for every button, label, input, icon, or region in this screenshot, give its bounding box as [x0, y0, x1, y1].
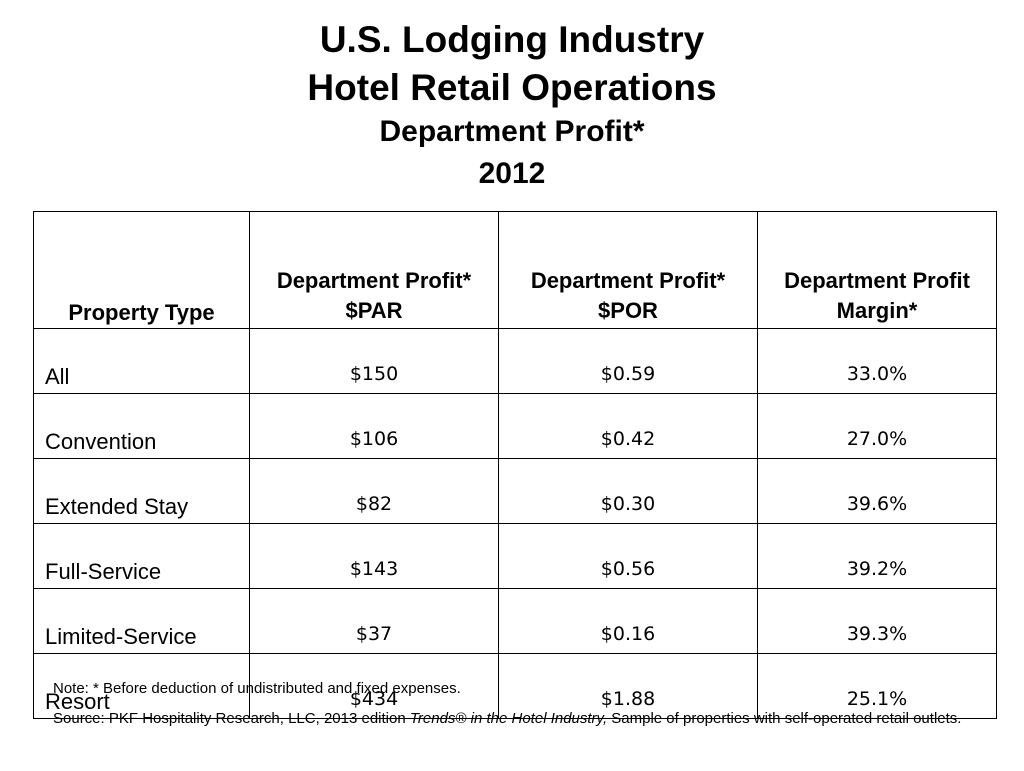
- row-margin: 27.0%: [757, 393, 997, 459]
- row-por: $0.16: [498, 588, 758, 654]
- row-property-type: All: [33, 328, 250, 394]
- row-property-type: Resort: [33, 653, 250, 719]
- row-por: $0.30: [498, 458, 758, 524]
- row-par: $143: [249, 523, 499, 589]
- table-header-row: Property Type Department Profit* $PAR De…: [33, 211, 997, 329]
- title-year: 2012: [478, 157, 546, 190]
- table-row: Extended Stay $82 $0.30 39.6%: [33, 458, 997, 524]
- row-par: $150: [249, 328, 499, 394]
- row-por: $0.42: [498, 393, 758, 459]
- row-par: $434: [249, 653, 499, 719]
- source-suffix: Sample of properties with self-operated …: [607, 710, 962, 727]
- row-margin: 39.6%: [757, 458, 997, 524]
- title-line-1: U.S. Lodging Industry: [319, 19, 705, 60]
- row-par: $106: [249, 393, 499, 459]
- source-prefix: Source: PKF Hospitality Research, LLC, 2…: [53, 710, 410, 727]
- table-row: All $150 $0.59 33.0%: [33, 328, 997, 394]
- title-line-3: Department Profit*: [379, 115, 645, 148]
- title-line-2: Hotel Retail Operations: [307, 67, 717, 108]
- table-row: Resort $434 $1.88 25.1%: [33, 653, 997, 719]
- row-margin: 39.2%: [757, 523, 997, 589]
- row-por: $0.59: [498, 328, 758, 394]
- row-par: $37: [249, 588, 499, 654]
- table-row: Convention $106 $0.42 27.0%: [33, 393, 997, 459]
- row-margin: 39.3%: [757, 588, 997, 654]
- header-por: Department Profit* $POR: [498, 211, 758, 329]
- row-property-type: Limited-Service: [33, 588, 250, 654]
- table-row: Full-Service $143 $0.56 39.2%: [33, 523, 997, 589]
- source-publication: Trends® in the Hotel Industry,: [409, 710, 608, 727]
- row-property-type: Full-Service: [33, 523, 250, 589]
- header-property-type: Property Type: [33, 211, 250, 329]
- row-property-type: Convention: [33, 393, 250, 459]
- row-por: $0.56: [498, 523, 758, 589]
- header-par: Department Profit* $PAR: [249, 211, 499, 329]
- department-profit-table: Property Type Department Profit* $PAR De…: [33, 211, 997, 719]
- row-property-type: Extended Stay: [33, 458, 250, 524]
- row-par: $82: [249, 458, 499, 524]
- row-margin: 25.1%: [757, 653, 997, 719]
- header-margin: Department Profit Margin*: [757, 211, 997, 329]
- row-margin: 33.0%: [757, 328, 997, 394]
- source-note: Source: PKF Hospitality Research, LLC, 2…: [53, 709, 973, 728]
- footnote: Note: * Before deduction of undistribute…: [53, 680, 461, 697]
- table-row: Limited-Service $37 $0.16 39.3%: [33, 588, 997, 654]
